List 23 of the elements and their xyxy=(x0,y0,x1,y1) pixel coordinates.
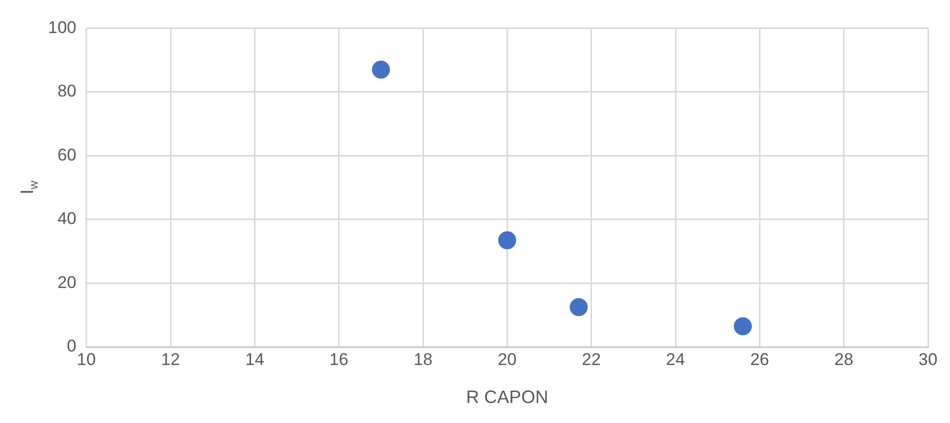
y-axis-title: Iw xyxy=(16,180,40,194)
x-tick-label: 18 xyxy=(414,350,432,369)
point xyxy=(372,60,390,79)
x-tick-label: 12 xyxy=(161,350,180,369)
y-tick-label: 80 xyxy=(57,82,76,101)
y-tick-label: 60 xyxy=(57,145,76,164)
x-tick-label: 20 xyxy=(498,350,517,369)
y-tick-label: 40 xyxy=(57,209,76,228)
point xyxy=(498,231,516,250)
y-tick-label: 0 xyxy=(66,336,76,356)
y-tick-label: 20 xyxy=(57,272,76,292)
x-tick-label: 26 xyxy=(750,350,770,369)
y-tick-label: 100 xyxy=(48,18,76,37)
x-tick-label: 24 xyxy=(666,350,685,369)
x-tick-label: 28 xyxy=(834,350,854,369)
x-tick-label: 16 xyxy=(329,350,348,369)
point xyxy=(570,298,588,316)
x-tick-label: 22 xyxy=(582,350,601,369)
x-tick-label: 10 xyxy=(76,350,96,369)
x-tick-label: 14 xyxy=(245,350,264,369)
x-axis-title: R CAPON xyxy=(466,387,548,408)
point xyxy=(734,317,752,336)
x-tick-label: 30 xyxy=(918,350,938,369)
